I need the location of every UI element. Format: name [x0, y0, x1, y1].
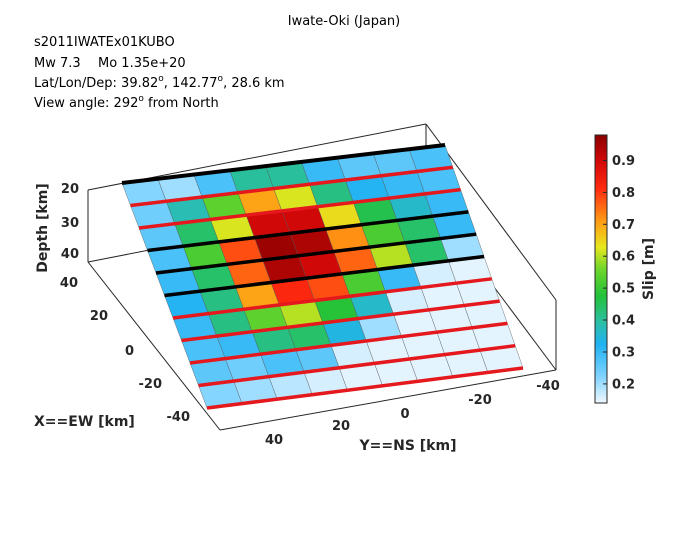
colorbar-tick-label: 0.6	[612, 250, 635, 265]
event-id: s2011IWATEx01KUBO	[34, 35, 175, 50]
x-tick: 40	[60, 276, 78, 291]
x-tick: 0	[125, 344, 134, 359]
x-tick: -40	[167, 410, 191, 425]
row-edge-line	[172, 277, 493, 320]
colorbar-tick-label: 0.3	[612, 346, 635, 361]
magnitude-label: Mw 7.3	[34, 56, 81, 71]
chart-title: Iwate-Oki (Japan)	[288, 14, 401, 29]
colorbar-tick-label: 0.8	[612, 186, 635, 201]
row-edge-line	[189, 321, 508, 365]
row-edge-line	[130, 165, 454, 208]
y-tick: 0	[400, 407, 409, 422]
x-axis-label: X==EW [km]	[34, 414, 135, 430]
lat-lon-dep-label: Lat/Lon/Dep: 39.82o, 142.77o, 28.6 km	[34, 74, 285, 91]
z-axis: 20 30 40 Depth [km]	[35, 182, 79, 273]
y-tick: -40	[536, 379, 560, 394]
row-edge-line	[155, 232, 477, 275]
x-tick: -20	[139, 377, 163, 392]
y-tick: 20	[332, 419, 350, 434]
colorbar-tick-label: 0.7	[612, 218, 635, 233]
y-axis: 40 20 0 -20 -40 Y==NS [km]	[265, 379, 560, 454]
row-edge-line	[206, 366, 524, 410]
colorbar-gradient	[594, 134, 608, 404]
colorbar-tick-label: 0.2	[612, 377, 635, 392]
colorbar-tick-label: 0.4	[612, 314, 635, 329]
z-tick: 40	[61, 247, 79, 262]
x-axis: 40 20 0 -20 -40 X==EW [km]	[34, 276, 190, 430]
x-tick: 20	[90, 309, 108, 324]
y-axis-label: Y==NS [km]	[359, 438, 457, 454]
z-tick: 30	[61, 216, 79, 231]
row-edge-line	[147, 210, 469, 253]
colorbar-label: Slip [m]	[641, 238, 657, 300]
colorbar-tick-label: 0.5	[612, 282, 635, 297]
slip-patches	[121, 144, 524, 409]
row-edge-line	[198, 343, 516, 388]
colorbar-ticks: 0.9 0.8 0.7 0.6 0.5 0.4 0.3 0.2	[603, 154, 635, 392]
y-tick: -20	[468, 393, 492, 408]
row-edge-line	[164, 254, 485, 298]
view-angle-label: View angle: 292o from North	[34, 94, 219, 111]
z-tick: 20	[61, 182, 79, 197]
row-edge-line	[121, 143, 446, 185]
row-edges	[121, 143, 524, 410]
z-axis-label: Depth [km]	[35, 183, 51, 272]
row-edge-line	[181, 299, 500, 343]
moment-label: Mo 1.35e+20	[98, 56, 186, 71]
y-tick: 40	[265, 433, 283, 448]
row-edge-line	[138, 187, 461, 230]
colorbar: 0.9 0.8 0.7 0.6 0.5 0.4 0.3 0.2 Slip [m]	[594, 134, 657, 404]
colorbar-tick-label: 0.9	[612, 154, 635, 169]
